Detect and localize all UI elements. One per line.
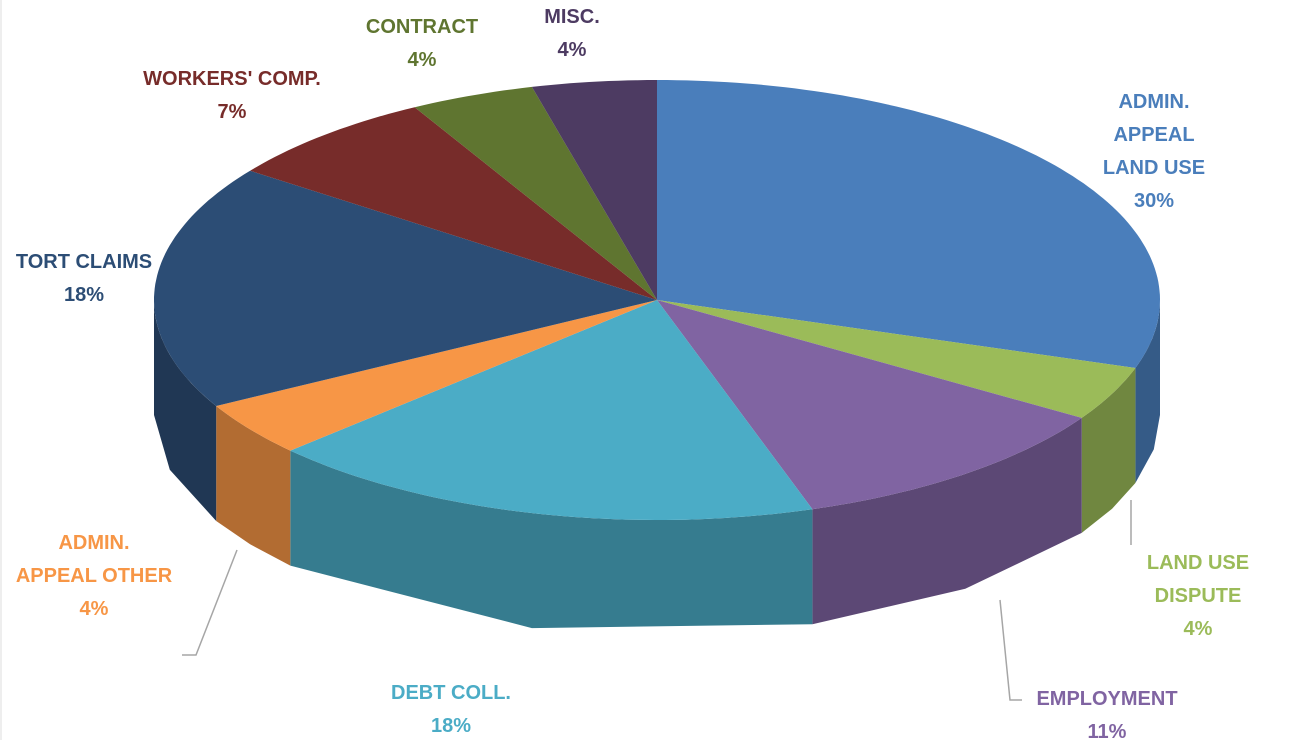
value-label: 7% xyxy=(217,101,247,123)
slice-side xyxy=(812,417,1082,625)
data-label: ADMIN. APPEAL OTHER 4% xyxy=(16,527,172,626)
slice xyxy=(657,300,1136,418)
data-label: DEBT COLL. 18% xyxy=(391,677,511,740)
slice xyxy=(216,300,657,451)
value-label: 18% xyxy=(63,284,105,306)
category-label: ADMIN. APPEAL LAND USE xyxy=(1102,91,1206,179)
category-label: CONTRACT xyxy=(365,16,479,38)
value-label: 4% xyxy=(407,49,437,71)
slice-side xyxy=(154,300,217,521)
category-label: ADMIN. APPEAL OTHER xyxy=(15,532,173,587)
category-label: WORKERS' COMP. xyxy=(143,68,321,90)
data-label: MISC. 4% xyxy=(544,1,600,67)
value-label: 4% xyxy=(1183,618,1213,640)
value-label: 18% xyxy=(430,715,472,737)
slice xyxy=(154,170,657,406)
value-label: 4% xyxy=(557,39,587,61)
slice xyxy=(657,80,1160,368)
data-label: ADMIN. APPEAL LAND USE 30% xyxy=(1078,86,1231,218)
category-label: LAND USE DISPUTE xyxy=(1146,552,1250,607)
category-label: DEBT COLL. xyxy=(391,682,511,704)
slice-side xyxy=(290,450,813,629)
slice-side xyxy=(216,406,291,566)
value-label: 4% xyxy=(79,598,109,620)
data-label: TORT CLAIMS 18% xyxy=(16,246,152,312)
value-label: 11% xyxy=(1087,721,1127,740)
leader-line xyxy=(182,549,238,656)
slice xyxy=(250,107,657,300)
data-label: WORKERS' COMP. 7% xyxy=(143,63,321,129)
data-label: EMPLOYMENT 11% xyxy=(1036,683,1177,740)
slice-side xyxy=(1135,300,1160,483)
leader-line xyxy=(999,599,1022,701)
category-label: TORT CLAIMS xyxy=(15,251,153,273)
data-label: CONTRACT 4% xyxy=(366,11,478,77)
slice xyxy=(657,300,1082,510)
category-label: EMPLOYMENT xyxy=(1036,688,1178,710)
data-label: LAND USE DISPUTE 4% xyxy=(1144,547,1253,646)
slice-side xyxy=(1081,368,1136,533)
slice xyxy=(414,86,657,301)
slice xyxy=(531,80,657,300)
slice xyxy=(290,300,813,520)
value-label: 30% xyxy=(1133,190,1175,212)
category-label: MISC. xyxy=(544,6,600,28)
